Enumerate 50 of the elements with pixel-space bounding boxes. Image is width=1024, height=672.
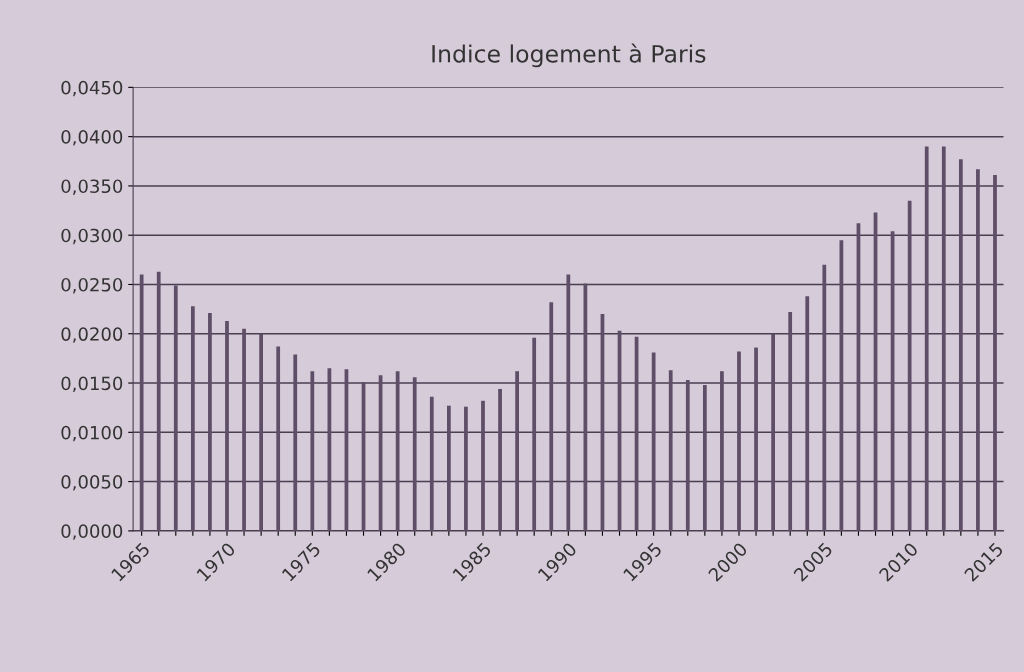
bar: [259, 333, 263, 531]
bar: [651, 352, 656, 531]
bar: [156, 271, 161, 531]
bar: [412, 377, 417, 531]
bar: [139, 274, 144, 531]
chart-title: Indice logement à Paris: [432, 43, 706, 68]
bar: [515, 371, 519, 531]
bar: [395, 371, 400, 531]
bar: [293, 354, 298, 531]
bar: [566, 274, 571, 531]
bar: [771, 333, 775, 531]
bar: [941, 146, 946, 531]
y-tick-label: 0,0050: [61, 475, 123, 491]
y-tick-label: 0,0100: [61, 425, 123, 442]
y-tick-label: 0,0350: [61, 179, 123, 195]
bar: [668, 370, 673, 531]
bar: [173, 285, 178, 531]
bar: [976, 169, 980, 531]
bar: [788, 312, 793, 531]
y-tick-label: 0,0000: [61, 524, 123, 540]
bar: [958, 159, 963, 531]
bar: [190, 306, 195, 531]
bar: [720, 371, 724, 531]
y-tick-label: 0,0300: [61, 228, 123, 245]
bar: [446, 405, 451, 531]
bar: [225, 320, 229, 531]
bar: [276, 346, 281, 531]
y-tick-label: 0,0400: [61, 130, 123, 146]
bar: [481, 400, 485, 531]
y-tick-label: 0,0450: [61, 80, 123, 97]
bar: [737, 351, 741, 531]
bar: [907, 200, 912, 531]
y-tick-label: 0,0150: [61, 376, 123, 392]
y-tick-label: 0,0200: [61, 327, 123, 343]
bar: [924, 146, 929, 531]
bar: [310, 371, 315, 531]
y-tick-label: 0,0250: [61, 277, 123, 294]
bar: [464, 406, 468, 531]
bar: [549, 302, 554, 531]
bar: [702, 385, 707, 531]
bar: [208, 313, 212, 531]
bar: [754, 347, 758, 531]
bar: [498, 388, 502, 531]
bar: [993, 175, 997, 531]
bar: [429, 396, 434, 531]
bar: [685, 380, 690, 531]
bar: [532, 337, 537, 531]
bar: [822, 264, 827, 531]
bar: [242, 328, 246, 531]
bar: [805, 296, 810, 531]
